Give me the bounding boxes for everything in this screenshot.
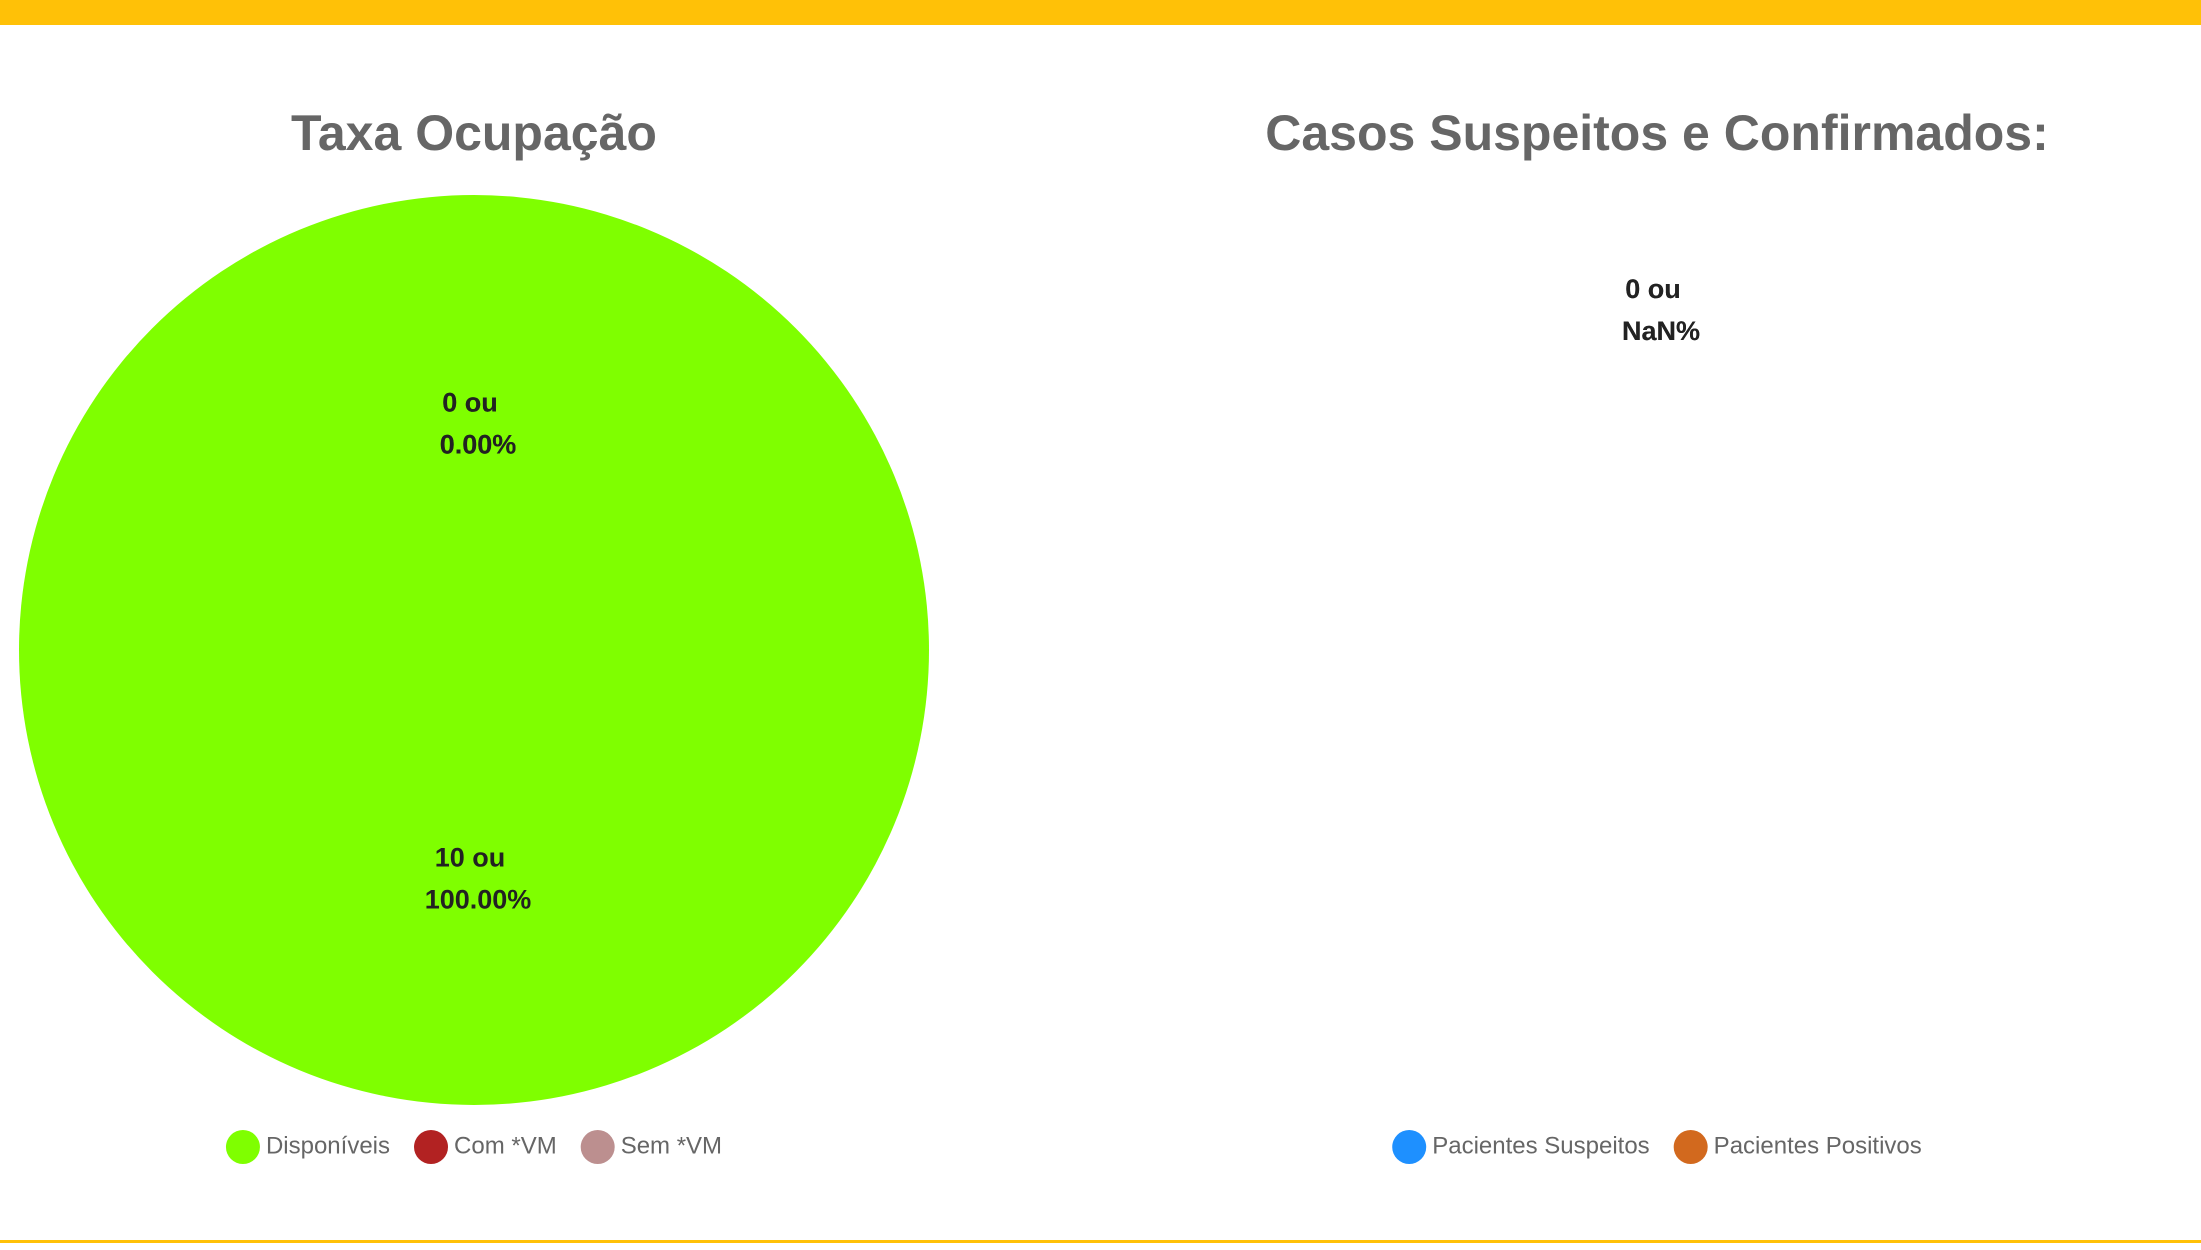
data-label: 0 ou [1625,274,1681,304]
data-label: NaN% [1622,316,1700,346]
pie-slice [19,195,929,1105]
data-label: 0.00% [440,430,517,460]
legend-label: Pacientes Suspeitos [1432,1132,1649,1159]
legend-label: Com *VM [454,1132,557,1159]
legend: Pacientes Suspeitos Pacientes Positivos [1392,1130,1922,1164]
data-label: 0 ou [1625,274,1681,304]
legend-swatch [580,1130,615,1164]
legend-swatch [1673,1130,1708,1164]
top-bar [0,0,2201,25]
chart-title: Taxa Ocupação [291,105,657,161]
bottom-border [0,1240,2201,1243]
data-label: 10 ou [435,843,506,873]
data-label: 0 ou [442,388,498,418]
legend-swatch [225,1130,260,1164]
chart-title: Casos Suspeitos e Confirmados: [1265,105,2049,161]
legend-swatch [1392,1130,1427,1164]
legend: Disponíveis Com *VM Sem *VM [225,1130,722,1164]
data-label: 0 ou [442,388,498,418]
legend-label: Disponíveis [266,1132,390,1159]
data-label: NaN% [1622,316,1700,346]
data-label: 100.00% [425,885,532,915]
legend-label: Pacientes Positivos [1714,1132,1922,1159]
legend-label: Sem *VM [621,1132,722,1159]
legend-swatch [414,1130,449,1164]
data-label: 0.00% [440,430,517,460]
